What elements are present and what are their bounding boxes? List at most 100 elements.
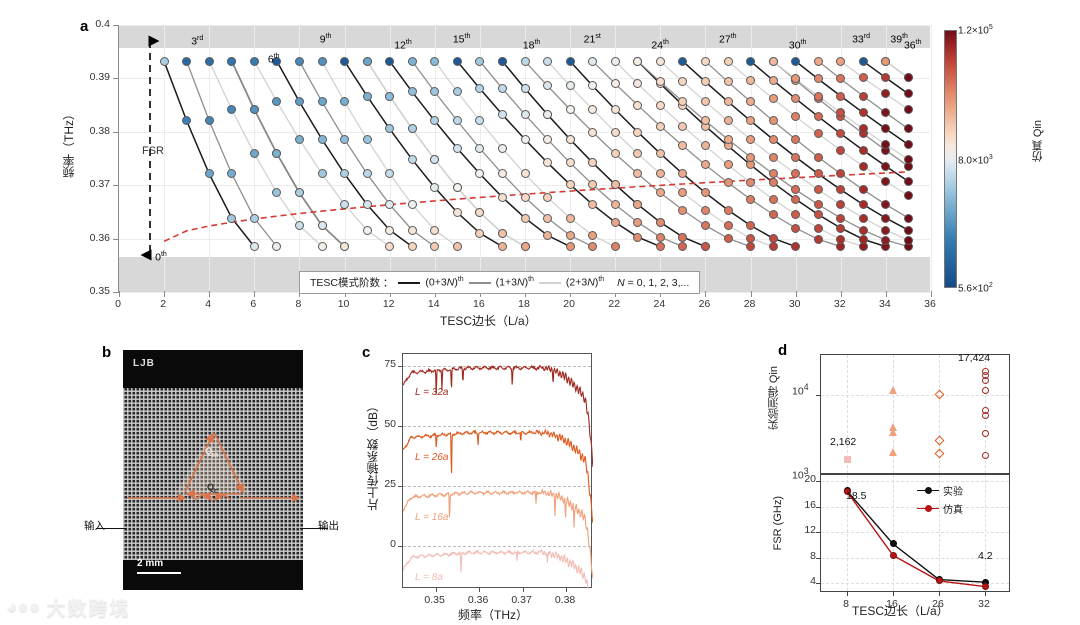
input-lead-line [96, 528, 126, 530]
fsr-marker [981, 583, 989, 591]
mode-data-point [543, 230, 553, 240]
legend-row-experiment: 实验 [917, 483, 963, 498]
mode-data-point [903, 235, 913, 245]
mode-data-point [858, 185, 868, 195]
x-tick [254, 291, 256, 297]
panel-c-ylabel: 片上传输系数（dB） [366, 400, 380, 511]
grid-v [389, 25, 391, 291]
q-marker [934, 448, 944, 459]
panel-d-y-tick-label: 20 [804, 473, 816, 486]
mode-data-point [610, 79, 620, 89]
colorbar [944, 30, 957, 288]
x-tick [570, 291, 572, 297]
mode-data-point [452, 56, 462, 66]
legend-entry-0: (0+3N)th [425, 276, 464, 289]
d-grid-h [821, 532, 1009, 534]
mode-data-point [430, 242, 440, 252]
d-top-ytick-3: 103 [792, 466, 809, 482]
mode-data-point [723, 97, 733, 107]
mode-data-point [362, 56, 372, 66]
mode-data-point [249, 56, 259, 66]
panel-c-y-tick-label: 75 [384, 357, 396, 370]
x-tick [885, 291, 887, 297]
q-marker [981, 430, 989, 438]
legend-note: N = 0, 1, 2, 3,... [617, 276, 690, 289]
mode-order-label: 39th [890, 33, 908, 46]
panel-c-x-tick-label: 0.36 [467, 594, 489, 606]
mode-data-point [227, 105, 237, 114]
c-x-tick [566, 587, 568, 592]
mode-data-point [858, 145, 868, 155]
output-label: 输出 [318, 520, 339, 532]
mode-data-point [610, 105, 620, 114]
mode-branch-line [231, 61, 346, 248]
x-tick [795, 291, 797, 297]
grid-v [344, 25, 346, 291]
mode-data-point [633, 56, 643, 66]
mode-data-point [385, 91, 395, 101]
mode-data-point [768, 242, 778, 252]
transmission-trace [403, 428, 593, 523]
mode-data-point [858, 108, 868, 118]
mode-data-point [813, 91, 823, 101]
mode-data-point [813, 200, 823, 210]
mode-data-point [452, 207, 462, 217]
scalebar-label: 2 mm [137, 558, 164, 569]
mode-data-point [249, 149, 259, 159]
fsr-marker [889, 540, 897, 548]
mode-data-point [430, 225, 440, 235]
mode-data-point [204, 116, 214, 126]
grid-h [119, 238, 930, 240]
mode-data-point [430, 87, 440, 97]
mode-data-point [340, 97, 350, 107]
c-y-tick [398, 365, 403, 367]
q-marker [934, 435, 944, 446]
mode-order-label: 27th [719, 33, 737, 46]
panel-c-x-tick-label: 0.38 [554, 594, 576, 606]
mode-data-point [836, 108, 846, 118]
x-tick [931, 291, 932, 297]
mode-data-point [700, 141, 710, 151]
mode-data-point [430, 56, 440, 66]
mode-data-point [497, 84, 507, 94]
mode-data-point [249, 242, 259, 252]
panel-c-y-tick-label: 0 [390, 537, 396, 550]
panel-c-xlabel: 频率（THz） [458, 608, 528, 622]
mode-data-point [746, 56, 756, 66]
mode-data-point [813, 129, 823, 139]
mode-data-point [746, 152, 756, 162]
panel-a-y-tick-label: 0.38 [89, 124, 110, 137]
grid-v [525, 25, 526, 291]
mode-order-label: 12th [394, 39, 412, 52]
mode-data-point [543, 134, 553, 144]
mode-data-point [791, 94, 801, 104]
mode-data-point [452, 242, 462, 252]
mode-data-point [678, 77, 688, 87]
mode-data-point [768, 210, 778, 220]
mode-data-point [633, 217, 643, 227]
mode-data-point [317, 242, 327, 252]
mode-data-point [385, 200, 395, 210]
d-y-tick [816, 557, 821, 559]
coupling-q-label: Qc [207, 482, 218, 495]
mode-data-point [836, 129, 846, 139]
mode-data-point [543, 110, 553, 120]
mode-data-point [272, 188, 282, 198]
grid-v [209, 25, 211, 291]
q-marker [843, 456, 851, 464]
mode-data-point [746, 116, 756, 126]
mode-data-point [903, 73, 913, 83]
panel-a-x-tick-label: 34 [879, 298, 891, 310]
panel-d-x-tick-label: 8 [843, 598, 849, 610]
colorbar-tick-max: 1.2×105 [958, 24, 993, 37]
mode-data-point [294, 56, 304, 66]
panel-d: d 104 103 实验测得 Qin 2,162 17,424 实验 [760, 338, 1080, 625]
panel-a-x-tick-label: 20 [563, 298, 575, 310]
panel-c-grid [403, 545, 591, 547]
mode-data-point [768, 194, 778, 204]
mode-data-point [520, 169, 530, 179]
panel-a-y-tick-label: 0.35 [89, 285, 110, 297]
mode-data-point [903, 89, 913, 99]
mode-data-point [655, 121, 665, 131]
